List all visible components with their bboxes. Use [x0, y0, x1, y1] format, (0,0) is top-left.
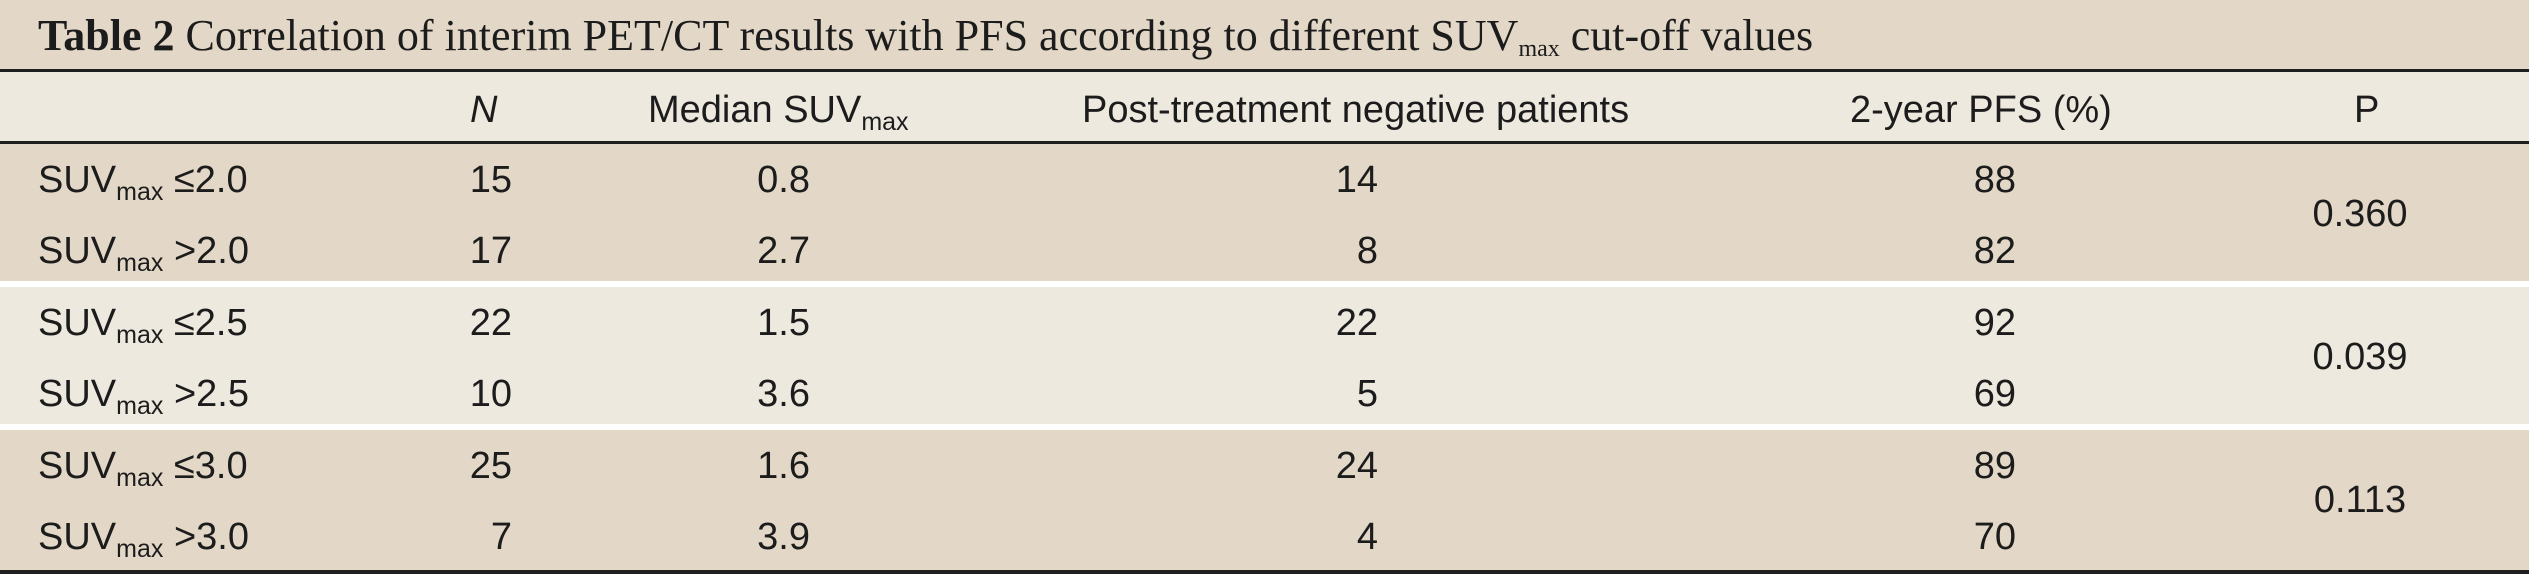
table-row: SUVmax >3.0 7 3.9 4 70: [0, 515, 2529, 565]
cell-negative-patients: 8: [1356, 230, 1378, 272]
cell-n: 7: [490, 516, 512, 558]
cell-negative-patients: 5: [1356, 373, 1378, 415]
row-label: SUVmax >3.0: [38, 515, 249, 571]
header-median-sub: max: [861, 108, 909, 136]
row-label-threshold: >3.0: [173, 516, 249, 558]
row-label: SUVmax >2.5: [38, 372, 249, 428]
header-n: N: [470, 89, 498, 131]
cell-median-suv: 3.9: [757, 516, 810, 558]
cell-median-suv: 1.5: [757, 302, 810, 344]
cell-2yr-pfs: 82: [1973, 230, 2016, 272]
row-label-threshold: ≤2.0: [173, 159, 248, 201]
header-p-value: P: [2354, 89, 2380, 131]
header-negative-patients: Post-treatment negative patients: [1082, 89, 1630, 131]
row-label: SUVmax ≤2.0: [38, 158, 248, 214]
cell-median-suv: 0.8: [757, 159, 810, 201]
row-label-sub: max: [116, 321, 164, 349]
cell-p-value: 0.039: [2312, 336, 2408, 378]
row-label-main: SUV: [38, 445, 117, 487]
cell-n: 22: [469, 302, 512, 344]
caption-text: Correlation of interim PET/CT results wi…: [185, 11, 1519, 60]
table-header-row: N Median SUVmax Post-treatment negative …: [0, 72, 2529, 144]
table-bottom-rule: [0, 570, 2529, 574]
row-label-sub: max: [116, 535, 164, 563]
row-label: SUVmax ≤3.0: [38, 444, 248, 500]
header-median-suv: Median SUVmax: [648, 88, 909, 144]
table-number: Table 2: [38, 11, 175, 60]
row-label: SUVmax >2.0: [38, 229, 249, 285]
caption-subscript: max: [1518, 36, 1560, 62]
cell-n: 15: [469, 159, 512, 201]
table-group-3-0: SUVmax ≤3.0 25 1.6 24 89 SUVmax >3.0 7 3.9 4 70 0.…: [0, 430, 2529, 570]
cell-negative-patients: 24: [1335, 445, 1378, 487]
cell-2yr-pfs: 70: [1973, 516, 2016, 558]
table-caption: Table 2 Correlation of interim PET/CT re…: [38, 10, 1813, 75]
table-row: SUVmax ≤2.0 15 0.8 14 88: [0, 158, 2529, 208]
table-group-2-5: SUVmax ≤2.5 22 1.5 22 92 SUVmax >2.5 10 3.6 5 69 0…: [0, 287, 2529, 427]
cell-2yr-pfs: 89: [1973, 445, 2016, 487]
header-2yr-pfs: 2-year PFS (%): [1850, 89, 2112, 131]
table-caption-bar: Table 2 Correlation of interim PET/CT re…: [0, 0, 2529, 72]
row-label-threshold: ≤3.0: [173, 445, 248, 487]
header-median-main: Median SUV: [648, 89, 862, 131]
cell-median-suv: 2.7: [757, 230, 810, 272]
cell-p-value: 0.360: [2312, 193, 2408, 235]
table-row: SUVmax >2.5 10 3.6 5 69: [0, 372, 2529, 422]
row-label-main: SUV: [38, 230, 117, 272]
row-label-threshold: >2.0: [173, 230, 249, 272]
table-row: SUVmax >2.0 17 2.7 8 82: [0, 229, 2529, 279]
row-label-threshold: >2.5: [173, 373, 249, 415]
cell-negative-patients: 14: [1335, 159, 1378, 201]
table-row: SUVmax ≤3.0 25 1.6 24 89: [0, 444, 2529, 494]
table-group-2-0: SUVmax ≤2.0 15 0.8 14 88 SUVmax >2.0 17 2.7 8 82 0…: [0, 144, 2529, 284]
cell-median-suv: 1.6: [757, 445, 810, 487]
cell-p-value: 0.113: [2313, 479, 2407, 521]
row-label-main: SUV: [38, 373, 117, 415]
row-label-main: SUV: [38, 516, 117, 558]
cell-2yr-pfs: 69: [1973, 373, 2016, 415]
row-label-sub: max: [116, 464, 164, 492]
cell-negative-patients: 4: [1356, 516, 1378, 558]
row-label-main: SUV: [38, 159, 117, 201]
cell-n: 10: [469, 373, 512, 415]
row-label-sub: max: [116, 178, 164, 206]
row-label-sub: max: [116, 249, 164, 277]
cell-n: 25: [469, 445, 512, 487]
cell-2yr-pfs: 88: [1973, 159, 2016, 201]
row-label: SUVmax ≤2.5: [38, 301, 248, 357]
row-label-main: SUV: [38, 302, 117, 344]
cell-n: 17: [469, 230, 512, 272]
table-row: SUVmax ≤2.5 22 1.5 22 92: [0, 301, 2529, 351]
cell-negative-patients: 22: [1335, 302, 1378, 344]
cell-2yr-pfs: 92: [1973, 302, 2016, 344]
row-label-threshold: ≤2.5: [173, 302, 248, 344]
caption-tail: cut-off values: [1570, 11, 1814, 60]
row-label-sub: max: [116, 392, 164, 420]
cell-median-suv: 3.6: [757, 373, 810, 415]
